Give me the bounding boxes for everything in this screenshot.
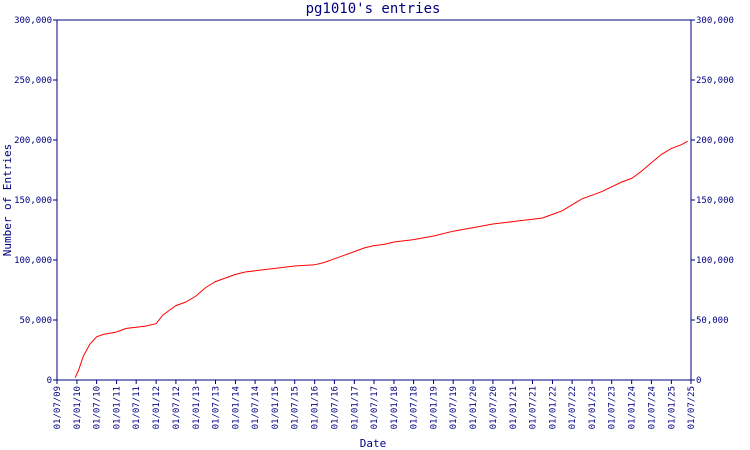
x-tick-label: 01/01/25 [667, 386, 677, 429]
x-tick-label: 01/01/19 [430, 386, 440, 429]
x-tick-label: 01/07/13 [212, 386, 222, 429]
y-axis-right: 0 50,000 100,000 150,000 200,000 250,000 300,0… [691, 16, 734, 386]
x-axis: 01/07/09 01/01/10 01/07/10 01/01/11 01/07/11… [53, 380, 697, 429]
x-tick-label: 01/07/23 [608, 386, 618, 429]
x-tick-label: 01/07/16 [330, 386, 340, 429]
x-tick-label: 01/07/17 [370, 386, 380, 429]
y-tick-label-left: 0 [47, 376, 52, 386]
y-tick-label-left: 50,000 [19, 316, 52, 326]
x-tick-label: 01/07/15 [291, 386, 301, 429]
y-tick-label-right: 200,000 [696, 136, 734, 146]
x-tick-label: 01/07/19 [449, 386, 459, 429]
x-tick-label: 01/01/12 [152, 386, 162, 429]
x-tick-label: 01/07/10 [93, 386, 103, 429]
x-tick-label: 01/07/14 [251, 386, 261, 429]
plot-frame [56, 19, 692, 381]
y-tick-label-left: 150,000 [14, 196, 52, 206]
y-tick-label-right: 50,000 [696, 316, 729, 326]
x-tick-label: 01/01/20 [469, 386, 479, 429]
x-tick-label: 01/07/21 [529, 386, 539, 429]
y-axis-left: 0 50,000 100,000 150,000 200,000 250,000 300,0… [14, 16, 57, 386]
y-tick-label-right: 150,000 [696, 196, 734, 206]
x-tick-label: 01/07/22 [568, 386, 578, 429]
x-tick-label: 01/01/24 [628, 386, 638, 429]
y-tick-label-left: 300,000 [14, 16, 52, 26]
x-tick-label: 01/07/25 [687, 386, 697, 429]
y-tick-label-right: 100,000 [696, 256, 734, 266]
x-tick-label: 01/07/12 [172, 386, 182, 429]
series-line [74, 140, 688, 378]
y-tick-label-right: 0 [696, 376, 701, 386]
x-tick-label: 01/07/20 [489, 386, 499, 429]
y-tick-label-left: 100,000 [14, 256, 52, 266]
x-tick-label: 01/01/13 [192, 386, 202, 429]
x-tick-label: 01/01/15 [271, 386, 281, 429]
x-tick-label: 01/07/24 [647, 386, 657, 429]
x-tick-label: 01/01/17 [350, 386, 360, 429]
x-tick-label: 01/07/11 [132, 386, 142, 429]
y-tick-label-left: 250,000 [14, 76, 52, 86]
x-tick-label: 01/01/18 [390, 386, 400, 429]
x-tick-label: 01/01/23 [588, 386, 598, 429]
y-tick-label-left: 200,000 [14, 136, 52, 146]
x-axis-label: Date [360, 437, 387, 450]
x-tick-label: 01/01/22 [548, 386, 558, 429]
x-tick-label: 01/01/16 [311, 386, 321, 429]
chart-title: pg1010's entries [306, 1, 441, 17]
x-tick-label: 01/07/09 [53, 386, 63, 429]
x-tick-label: 01/01/10 [73, 386, 83, 429]
y-tick-label-right: 250,000 [696, 76, 734, 86]
x-tick-label: 01/01/11 [113, 386, 123, 429]
y-tick-label-right: 300,000 [696, 16, 734, 26]
x-tick-label: 01/01/14 [231, 386, 241, 429]
x-tick-label: 01/07/18 [410, 386, 420, 429]
x-tick-label: 01/01/21 [509, 386, 519, 429]
y-axis-label: Number of Entries [1, 144, 14, 257]
